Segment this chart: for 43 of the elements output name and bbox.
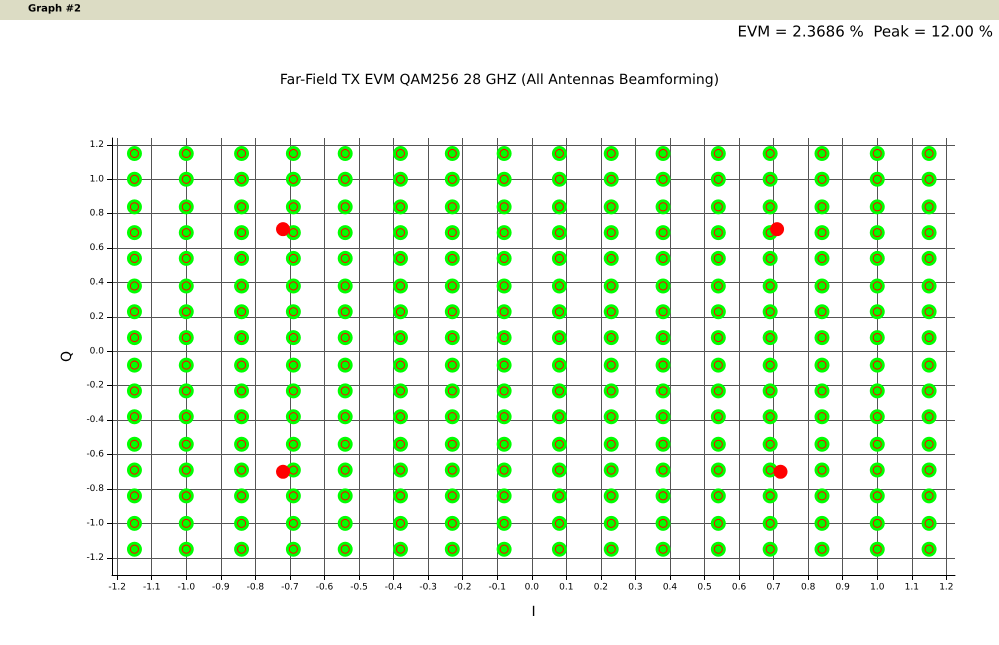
x-tick-label: 0.7 (766, 582, 781, 592)
x-tick-label: -0.7 (281, 582, 299, 592)
x-tick-label: -0.3 (419, 582, 437, 592)
x-tick-label: 0.9 (836, 582, 850, 592)
x-tick-label: 0.6 (732, 582, 746, 592)
y-tick-label: 0.4 (90, 278, 104, 288)
x-tick-label: 0.0 (524, 582, 540, 592)
chart-title: Far-Field TX EVM QAM256 28 GHZ (All Antennas Beamforming) (280, 72, 720, 88)
x-tick-label: -1.1 (142, 582, 161, 592)
x-tick-label: 0.2 (594, 582, 608, 592)
y-tick-label: 1.0 (90, 174, 104, 184)
y-tick-label: -0.2 (86, 380, 104, 391)
x-tick-label: -1.2 (108, 582, 126, 592)
x-tick-label: -0.5 (350, 582, 368, 592)
y-tick-label: 1.2 (90, 140, 104, 150)
y-tick-label: 0.6 (90, 243, 104, 254)
x-tick-label: 0.5 (697, 582, 712, 592)
x-tick-label: 1.0 (870, 582, 885, 592)
x-tick-label: 0.4 (662, 582, 678, 592)
x-tick-label: 1.2 (939, 582, 954, 592)
text: EVM = 2.3686 % Peak = 12.00 % (737, 22, 994, 40)
y-tick-label: -0.8 (86, 484, 104, 494)
y-tick-label: -1.2 (86, 552, 104, 563)
y-tick-label: 0.8 (90, 208, 104, 219)
x-tick-label: -0.9 (212, 582, 230, 592)
x-tick-label: 0.3 (628, 582, 643, 592)
y-tick-label: -1.0 (86, 518, 104, 528)
y-tick-label: 0.0 (90, 346, 104, 356)
x-tick-label: -0.8 (246, 582, 264, 592)
x-tick-label: -0.2 (454, 582, 472, 592)
x-tick-label: 0.1 (559, 582, 574, 592)
y-tick-label: -0.4 (86, 415, 104, 426)
x-tick-label: 0.8 (801, 582, 816, 592)
x-axis-title: I (531, 604, 536, 620)
y-tick-label: 0.2 (90, 312, 104, 322)
y-axis-title: Q (59, 350, 75, 362)
y-tick-label: -0.6 (86, 450, 104, 460)
x-tick-label: -0.6 (316, 582, 334, 592)
x-tick-label: -0.4 (384, 582, 403, 592)
x-tick-label: -0.1 (488, 582, 506, 592)
text: Graph #2 (28, 4, 82, 14)
x-tick-label: -1.0 (178, 582, 196, 592)
x-tick-label: 1.1 (904, 582, 919, 592)
